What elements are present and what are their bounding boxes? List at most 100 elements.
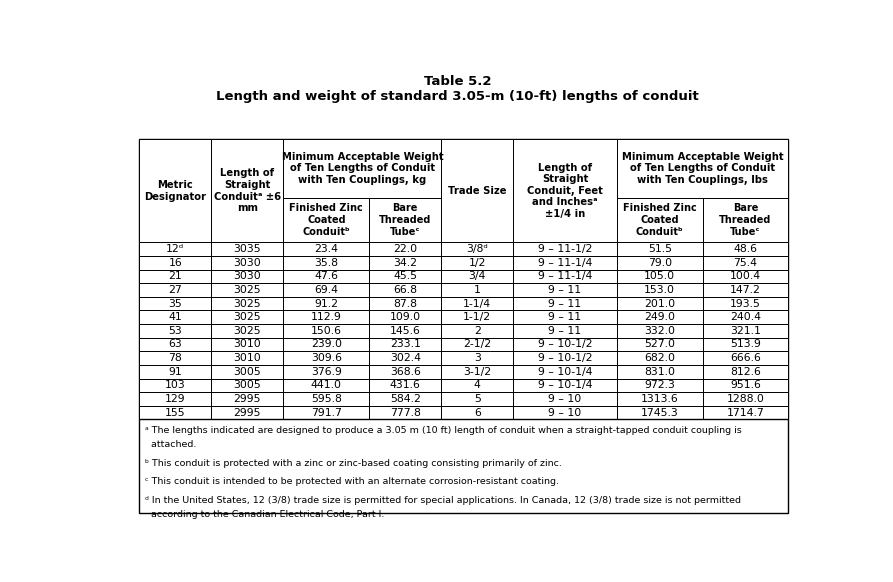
Bar: [283, 297, 369, 310]
Bar: [212, 324, 283, 338]
Text: 16: 16: [169, 258, 182, 268]
Bar: [513, 269, 617, 283]
Bar: [283, 139, 441, 197]
Text: 1/2: 1/2: [469, 258, 486, 268]
Bar: [212, 256, 283, 269]
Bar: [703, 310, 789, 324]
Text: Length of
Straight
Conduit, Feet
and Inchesᵃ
±1/4 in: Length of Straight Conduit, Feet and Inc…: [527, 162, 603, 219]
Text: Bare
Threaded
Tubeᶜ: Bare Threaded Tubeᶜ: [720, 203, 772, 236]
Bar: [513, 324, 617, 338]
Bar: [212, 242, 283, 256]
Bar: [139, 283, 212, 297]
Text: 309.6: 309.6: [311, 353, 342, 363]
Text: 9 – 10: 9 – 10: [548, 394, 581, 404]
Text: 51.5: 51.5: [647, 244, 672, 254]
Bar: [369, 352, 441, 365]
Text: 368.6: 368.6: [390, 367, 421, 377]
Bar: [617, 269, 703, 283]
Text: 513.9: 513.9: [730, 339, 761, 350]
Bar: [617, 256, 703, 269]
Text: 9 – 10-1/4: 9 – 10-1/4: [538, 367, 592, 377]
Text: Bare
Threaded
Tubeᶜ: Bare Threaded Tubeᶜ: [379, 203, 431, 236]
Bar: [139, 139, 212, 242]
Text: 53: 53: [169, 326, 182, 336]
Text: 1-1/2: 1-1/2: [463, 313, 491, 322]
Text: 48.6: 48.6: [733, 244, 757, 254]
Text: 3030: 3030: [233, 258, 262, 268]
Text: 9 – 10-1/2: 9 – 10-1/2: [538, 339, 592, 350]
Text: 3/8ᵈ: 3/8ᵈ: [466, 244, 488, 254]
Text: ᵇ This conduit is protected with a zinc or zinc-based coating consisting primari: ᵇ This conduit is protected with a zinc …: [145, 459, 562, 468]
Text: 100.4: 100.4: [730, 271, 761, 282]
Text: 22.0: 22.0: [393, 244, 417, 254]
Text: 3025: 3025: [234, 285, 261, 295]
Text: 23.4: 23.4: [314, 244, 338, 254]
Text: 666.6: 666.6: [730, 353, 761, 363]
Text: Finished Zinc
Coated
Conduitᵇ: Finished Zinc Coated Conduitᵇ: [622, 203, 697, 236]
Bar: [212, 352, 283, 365]
Bar: [369, 338, 441, 352]
Text: ᵈ In the United States, 12 (3/8) trade size is permitted for special application: ᵈ In the United States, 12 (3/8) trade s…: [145, 496, 741, 505]
Text: 103: 103: [165, 381, 186, 391]
Text: 45.5: 45.5: [393, 271, 417, 282]
Bar: [703, 297, 789, 310]
Text: 193.5: 193.5: [730, 299, 761, 308]
Bar: [139, 392, 212, 406]
Bar: [139, 365, 212, 378]
Text: Length and weight of standard 3.05-m (10-ft) lengths of conduit: Length and weight of standard 3.05-m (10…: [216, 90, 699, 103]
Bar: [212, 392, 283, 406]
Text: 3025: 3025: [234, 326, 261, 336]
Bar: [441, 297, 513, 310]
Text: 376.9: 376.9: [311, 367, 342, 377]
Text: 3005: 3005: [233, 367, 262, 377]
Text: 75.4: 75.4: [733, 258, 757, 268]
Bar: [283, 310, 369, 324]
Text: 150.6: 150.6: [311, 326, 342, 336]
Text: 6: 6: [474, 407, 480, 417]
Bar: [703, 197, 789, 242]
Bar: [369, 197, 441, 242]
Bar: [212, 365, 283, 378]
Bar: [139, 139, 789, 420]
Bar: [283, 378, 369, 392]
Bar: [513, 338, 617, 352]
Text: 777.8: 777.8: [390, 407, 421, 417]
Bar: [212, 310, 283, 324]
Text: 9 – 11-1/2: 9 – 11-1/2: [538, 244, 592, 254]
Bar: [212, 283, 283, 297]
Text: 2995: 2995: [234, 407, 261, 417]
Text: Table 5.2: Table 5.2: [424, 74, 491, 87]
Bar: [703, 324, 789, 338]
Text: 249.0: 249.0: [644, 313, 675, 322]
Text: 35.8: 35.8: [314, 258, 338, 268]
Text: 3010: 3010: [233, 353, 262, 363]
Bar: [283, 242, 369, 256]
Text: 321.1: 321.1: [730, 326, 761, 336]
Bar: [703, 378, 789, 392]
Bar: [441, 392, 513, 406]
Text: Minimum Acceptable Weight
of Ten Lengths of Conduit
with Ten Couplings, lbs: Minimum Acceptable Weight of Ten Lengths…: [622, 152, 783, 185]
Text: 240.4: 240.4: [730, 313, 761, 322]
Text: 1714.7: 1714.7: [727, 407, 764, 417]
Text: 332.0: 332.0: [644, 326, 675, 336]
Text: 79.0: 79.0: [647, 258, 672, 268]
Bar: [283, 352, 369, 365]
Text: Trade Size: Trade Size: [448, 186, 506, 196]
Bar: [617, 139, 789, 197]
Text: 12ᵈ: 12ᵈ: [166, 244, 184, 254]
Text: 3005: 3005: [233, 381, 262, 391]
Bar: [369, 310, 441, 324]
Text: 302.4: 302.4: [389, 353, 421, 363]
Bar: [441, 269, 513, 283]
Text: 35: 35: [169, 299, 182, 308]
Text: 9 – 11: 9 – 11: [548, 285, 581, 295]
Bar: [617, 242, 703, 256]
Text: 87.8: 87.8: [393, 299, 417, 308]
Text: 112.9: 112.9: [311, 313, 342, 322]
Text: ᵃ The lengths indicated are designed to produce a 3.05 m (10 ft) length of condu: ᵃ The lengths indicated are designed to …: [145, 425, 741, 435]
Text: ᶜ This conduit is intended to be protected with an alternate corrosion-resistant: ᶜ This conduit is intended to be protect…: [145, 477, 559, 486]
Bar: [617, 283, 703, 297]
Text: 9 – 11: 9 – 11: [548, 313, 581, 322]
Bar: [441, 338, 513, 352]
Bar: [369, 297, 441, 310]
